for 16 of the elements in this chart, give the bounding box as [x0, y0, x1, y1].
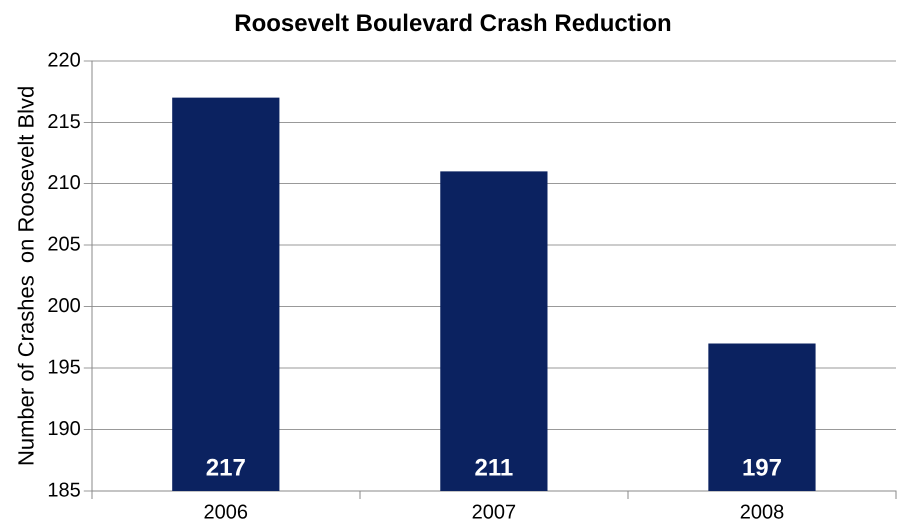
chart-title: Roosevelt Boulevard Crash Reduction: [234, 10, 672, 38]
y-tick-label: 210: [47, 172, 81, 194]
y-tick-label: 195: [47, 356, 81, 379]
x-tick-label: 2008: [740, 502, 784, 524]
y-tick-label: 190: [47, 418, 81, 440]
y-tick-label: 220: [47, 49, 81, 72]
data-label: 211: [474, 454, 514, 482]
data-label: 217: [206, 454, 246, 482]
x-tick-label: 2007: [472, 502, 516, 524]
y-tick-label: 185: [47, 480, 81, 502]
y-tick-label: 205: [47, 234, 81, 256]
y-tick-label: 215: [47, 110, 81, 133]
x-tick-label: 2006: [204, 502, 248, 524]
data-label: 197: [742, 454, 782, 482]
y-axis-title: Number of Crashes on Roosevelt Blvd: [13, 86, 38, 466]
y-tick-label: 200: [47, 295, 81, 318]
